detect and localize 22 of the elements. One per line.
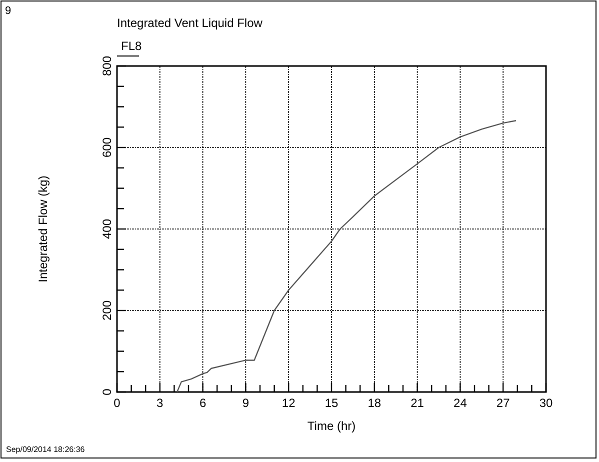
y-tick-label: 400 — [100, 218, 114, 240]
chart-title: Integrated Vent Liquid Flow — [117, 16, 263, 30]
x-tick-label: 27 — [496, 396, 510, 410]
y-tick-label: 0 — [100, 388, 114, 396]
y-tick-label: 600 — [100, 137, 114, 158]
y-axis-title: Integrated Flow (kg) — [36, 176, 50, 282]
x-tick-label: 15 — [324, 396, 338, 410]
line-series — [176, 120, 517, 393]
text: Sep/09/2014 18:26:36 — [6, 445, 86, 454]
x-tick-label: 21 — [410, 396, 424, 410]
x-tick-label: 3 — [156, 396, 164, 410]
x-tick-label: 12 — [282, 396, 296, 410]
x-tick-label: 30 — [539, 396, 553, 410]
x-tick-label: 6 — [199, 396, 206, 410]
y-tick-label: 800 — [100, 56, 114, 76]
x-tick-label: 24 — [454, 396, 468, 410]
text: FL8 — [121, 39, 142, 53]
x-tick-label: 18 — [368, 396, 382, 410]
x-tick-label: 9 — [242, 396, 250, 410]
y-tick-label: 200 — [100, 300, 114, 321]
text: 9 — [5, 5, 12, 17]
x-axis-title: Time (hr) — [307, 419, 356, 433]
